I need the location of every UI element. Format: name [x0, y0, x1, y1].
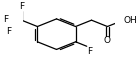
- Text: F: F: [87, 47, 92, 56]
- Text: O: O: [104, 36, 111, 45]
- Text: F: F: [7, 27, 12, 36]
- Text: F: F: [19, 2, 24, 11]
- Text: OH: OH: [124, 16, 137, 25]
- Text: F: F: [3, 15, 8, 24]
